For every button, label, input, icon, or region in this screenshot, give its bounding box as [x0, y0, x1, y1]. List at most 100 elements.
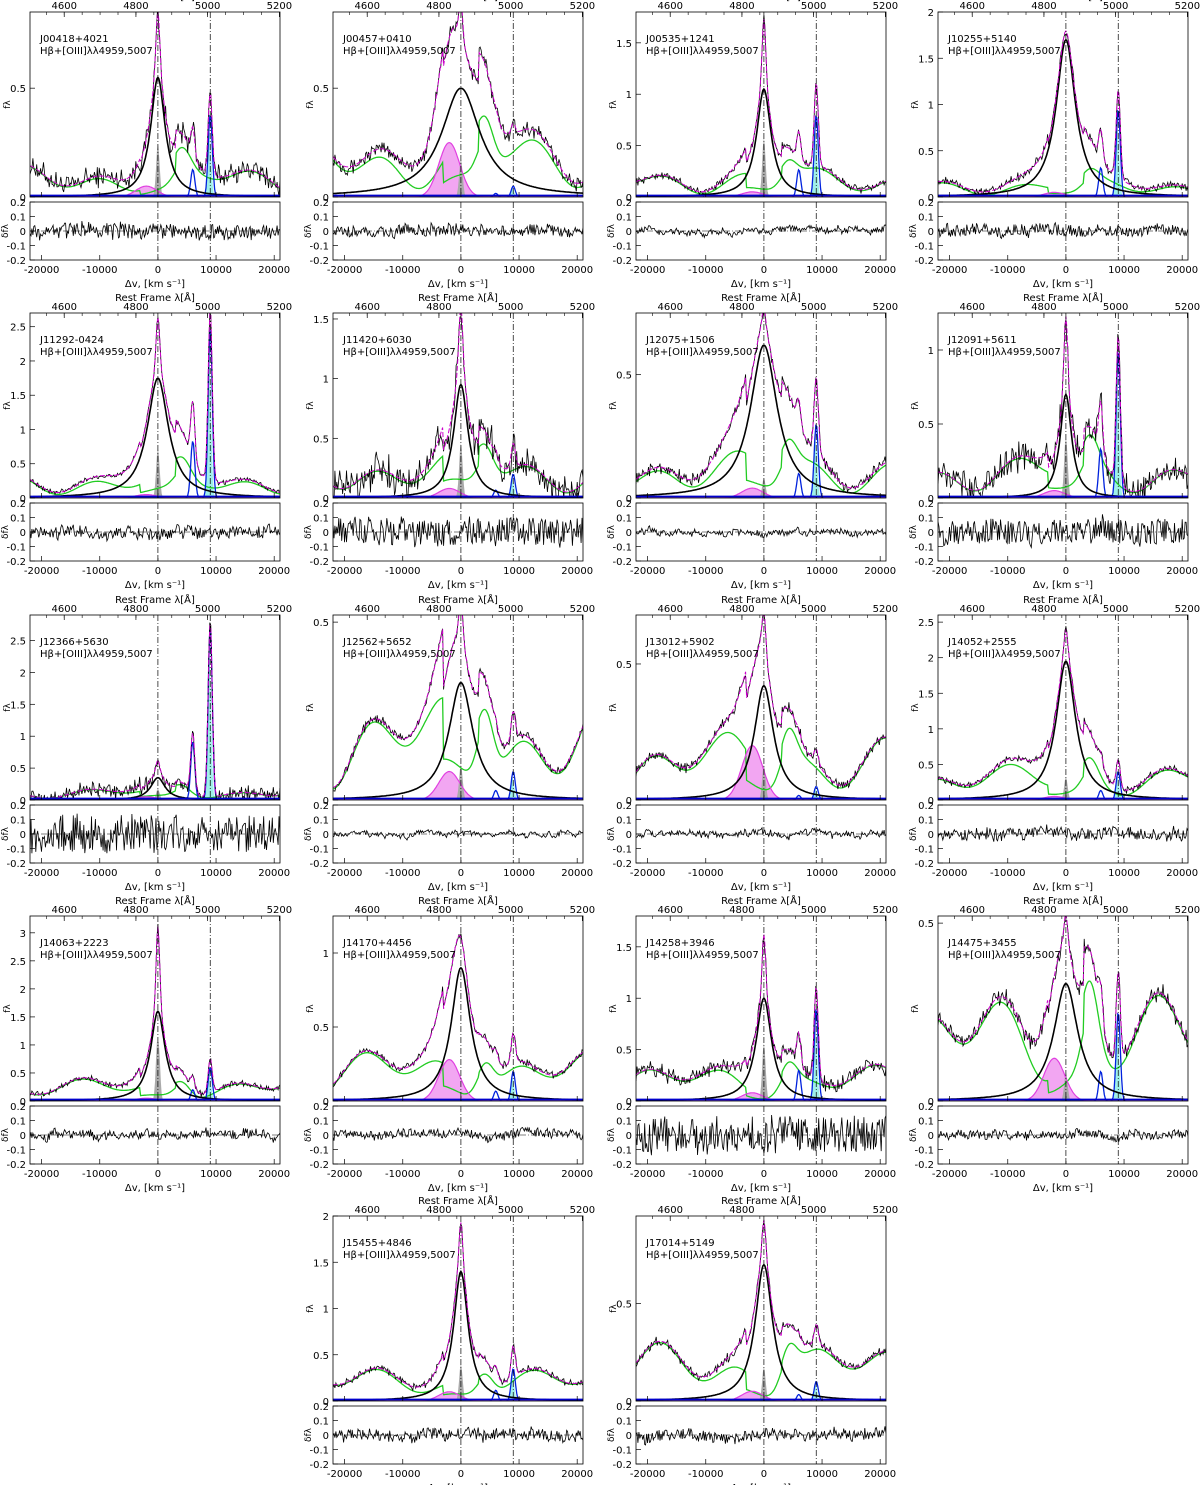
residual-line	[938, 514, 1188, 549]
top-tick-label: 4600	[959, 1, 984, 12]
resid-y-label: δfλ	[909, 223, 919, 238]
y-tick-label: 1.5	[10, 1013, 26, 1024]
x-tick-label: 0	[761, 566, 767, 577]
resid-y-tick-label: -0.1	[612, 242, 632, 253]
x-tick-label: 0	[1063, 868, 1069, 879]
top-tick-label: 5000	[1103, 302, 1128, 313]
x-tick-label: 10000	[200, 566, 232, 577]
x-tick-label: 10000	[1108, 868, 1140, 879]
top-axis-label: Rest Frame λ[Å]	[721, 593, 801, 606]
resid-y-tick-label: 0	[626, 1131, 632, 1142]
y-tick-label: 2	[323, 1212, 329, 1223]
y-tick-label: 0	[323, 1397, 329, 1408]
resid-y-tick-label: -0.2	[309, 1160, 329, 1171]
hbeta-intermediate-line	[333, 770, 583, 800]
y-tick-label: 1	[928, 725, 934, 736]
line-label: Hβ+[OIII]λλ4959,5007	[948, 347, 1061, 358]
hbeta-intermediate-line	[636, 1390, 886, 1401]
x-axis-label: Δv, [km s⁻¹]	[731, 1183, 791, 1194]
top-tick-label: 5000	[195, 604, 220, 615]
residual-line	[636, 525, 886, 539]
top-tick-label: 4600	[51, 1, 76, 12]
hbeta-intermediate-line	[636, 1092, 886, 1101]
x-tick-label: -10000	[82, 1169, 117, 1180]
line-label: Hβ+[OIII]λλ4959,5007	[343, 649, 456, 660]
y-tick-label: 0.5	[918, 760, 934, 771]
resid-y-tick-label: 0.2	[10, 499, 26, 510]
total-model-line	[636, 313, 886, 489]
main-plot-frame	[635, 915, 887, 1102]
hbeta-broad-line	[636, 344, 886, 497]
panel-J17014+5149: 4600 4800 5000 5200 Rest Frame λ[Å] 0 0.5fλ J17…	[607, 1194, 898, 1485]
resid-y-tick-label: 0	[626, 528, 632, 539]
resid-y-label: δfλ	[1, 524, 11, 539]
resid-y-tick-label: -0.2	[6, 256, 26, 267]
top-tick-label: 4600	[51, 604, 76, 615]
x-tick-label: 20000	[1166, 868, 1198, 879]
resid-y-tick-label: -0.2	[612, 1160, 632, 1171]
resid-y-tick-label: -0.2	[6, 859, 26, 870]
top-axis-label: Rest Frame λ[Å]	[721, 894, 801, 907]
top-tick-label: 4600	[959, 302, 984, 313]
resid-y-tick-label: 0.2	[10, 198, 26, 209]
top-tick-label: 4600	[354, 604, 379, 615]
top-tick-label: 5200	[873, 604, 898, 615]
x-tick-label: 0	[1063, 265, 1069, 276]
resid-y-label: δfλ	[607, 1427, 617, 1442]
y-tick-label: 0.5	[616, 660, 632, 671]
x-tick-label: 0	[1063, 1169, 1069, 1180]
hbeta-narrow-fill	[30, 143, 280, 197]
main-y-label: fλ	[911, 100, 921, 109]
resid-y-tick-label: 0.1	[10, 514, 26, 525]
hbeta-broad-line	[938, 982, 1188, 1101]
resid-y-tick-label: -0.1	[309, 543, 329, 554]
line-label: Hβ+[OIII]λλ4959,5007	[343, 1250, 456, 1261]
top-tick-label: 4800	[123, 604, 148, 615]
x-tick-label: -20000	[24, 1169, 59, 1180]
hbeta-intermediate-line	[938, 490, 1188, 498]
residual-line	[333, 221, 583, 240]
object-name: J12075+1506	[645, 335, 715, 346]
x-tick-label: 20000	[561, 1169, 593, 1180]
top-axis-label: Rest Frame λ[Å]	[1023, 291, 1103, 304]
hbeta-narrow-fill	[938, 776, 1188, 800]
top-tick-label: 5200	[570, 905, 595, 916]
top-tick-label: 4600	[657, 1205, 682, 1216]
observed-spectrum-line	[636, 940, 886, 1093]
hbeta-intermediate-line	[636, 191, 886, 197]
x-axis-label: Δv, [km s⁻¹]	[125, 580, 185, 591]
top-tick-label: 5000	[801, 905, 826, 916]
resid-y-tick-label: 0	[323, 1431, 329, 1442]
hbeta-narrow-fill	[938, 438, 1188, 498]
main-y-label: fλ	[3, 1004, 13, 1013]
top-tick-label: 5000	[498, 905, 523, 916]
y-tick-label: 0	[626, 193, 632, 204]
resid-y-tick-label: 0.1	[10, 1117, 26, 1128]
resid-y-tick-label: 0.2	[918, 1102, 934, 1113]
line-label: Hβ+[OIII]λλ4959,5007	[343, 950, 456, 961]
resid-y-label: δfλ	[1, 1127, 11, 1142]
object-name: J12366+5630	[39, 637, 109, 648]
top-tick-label: 4800	[1031, 905, 1056, 916]
hbeta-narrow-fill	[636, 1043, 886, 1101]
line-label: Hβ+[OIII]λλ4959,5007	[646, 950, 759, 961]
top-tick-label: 5000	[801, 302, 826, 313]
top-axis-label: Rest Frame λ[Å]	[115, 0, 195, 3]
top-tick-label: 4800	[729, 905, 754, 916]
panel-J14258+3946: 4600 4800 5000 5200 Rest Frame λ[Å] 0 0.5 1 1.5 f…	[607, 894, 898, 1194]
panel-J12562+5652: 4600 4800 5000 5200 Rest Frame λ[Å] 0 0.5 fλ J12…	[304, 593, 595, 893]
feii-template-line	[333, 115, 583, 190]
x-tick-label: -10000	[385, 868, 420, 879]
resid-y-tick-label: -0.1	[309, 1146, 329, 1157]
top-tick-label: 4800	[426, 1, 451, 12]
hbeta-narrow-fill	[636, 764, 886, 800]
x-tick-label: 0	[761, 265, 767, 276]
x-axis-label: Δv, [km s⁻¹]	[125, 1183, 185, 1194]
top-axis-label: Rest Frame λ[Å]	[418, 291, 498, 304]
main-y-label: fλ	[3, 703, 13, 712]
top-tick-label: 4600	[354, 1205, 379, 1216]
top-tick-label: 5000	[801, 1205, 826, 1216]
resid-y-tick-label: -0.1	[309, 242, 329, 253]
hbeta-narrow-fill	[30, 1042, 280, 1101]
resid-y-tick-label: 0.2	[616, 499, 632, 510]
